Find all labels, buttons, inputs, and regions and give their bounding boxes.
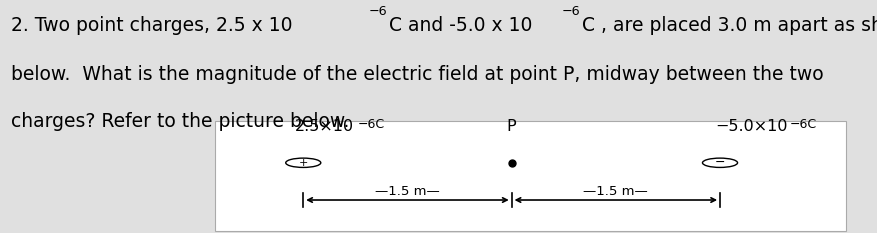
Text: charges? Refer to the picture below.: charges? Refer to the picture below. (11, 112, 349, 131)
Text: −6C: −6C (790, 118, 817, 131)
Text: −5.0×10: −5.0×10 (716, 119, 788, 134)
Text: +: + (298, 158, 308, 168)
Text: below.  What is the magnitude of the electric field at point P, midway between t: below. What is the magnitude of the elec… (11, 65, 824, 84)
Text: −: − (715, 156, 725, 169)
Text: C , are placed 3.0 m apart as shown: C , are placed 3.0 m apart as shown (576, 16, 877, 35)
Text: −6C: −6C (358, 118, 385, 131)
Text: −6: −6 (561, 5, 580, 18)
Text: 2.5×10: 2.5×10 (295, 119, 353, 134)
Text: P: P (507, 119, 517, 134)
Text: —1.5 m—: —1.5 m— (375, 185, 440, 198)
Text: 2. Two point charges, 2.5 x 10: 2. Two point charges, 2.5 x 10 (11, 16, 292, 35)
Text: −6: −6 (368, 5, 387, 18)
Text: C and -5.0 x 10: C and -5.0 x 10 (383, 16, 532, 35)
Text: —1.5 m—: —1.5 m— (583, 185, 648, 198)
Circle shape (286, 158, 321, 168)
Circle shape (702, 158, 738, 168)
Bar (215, 121, 846, 231)
